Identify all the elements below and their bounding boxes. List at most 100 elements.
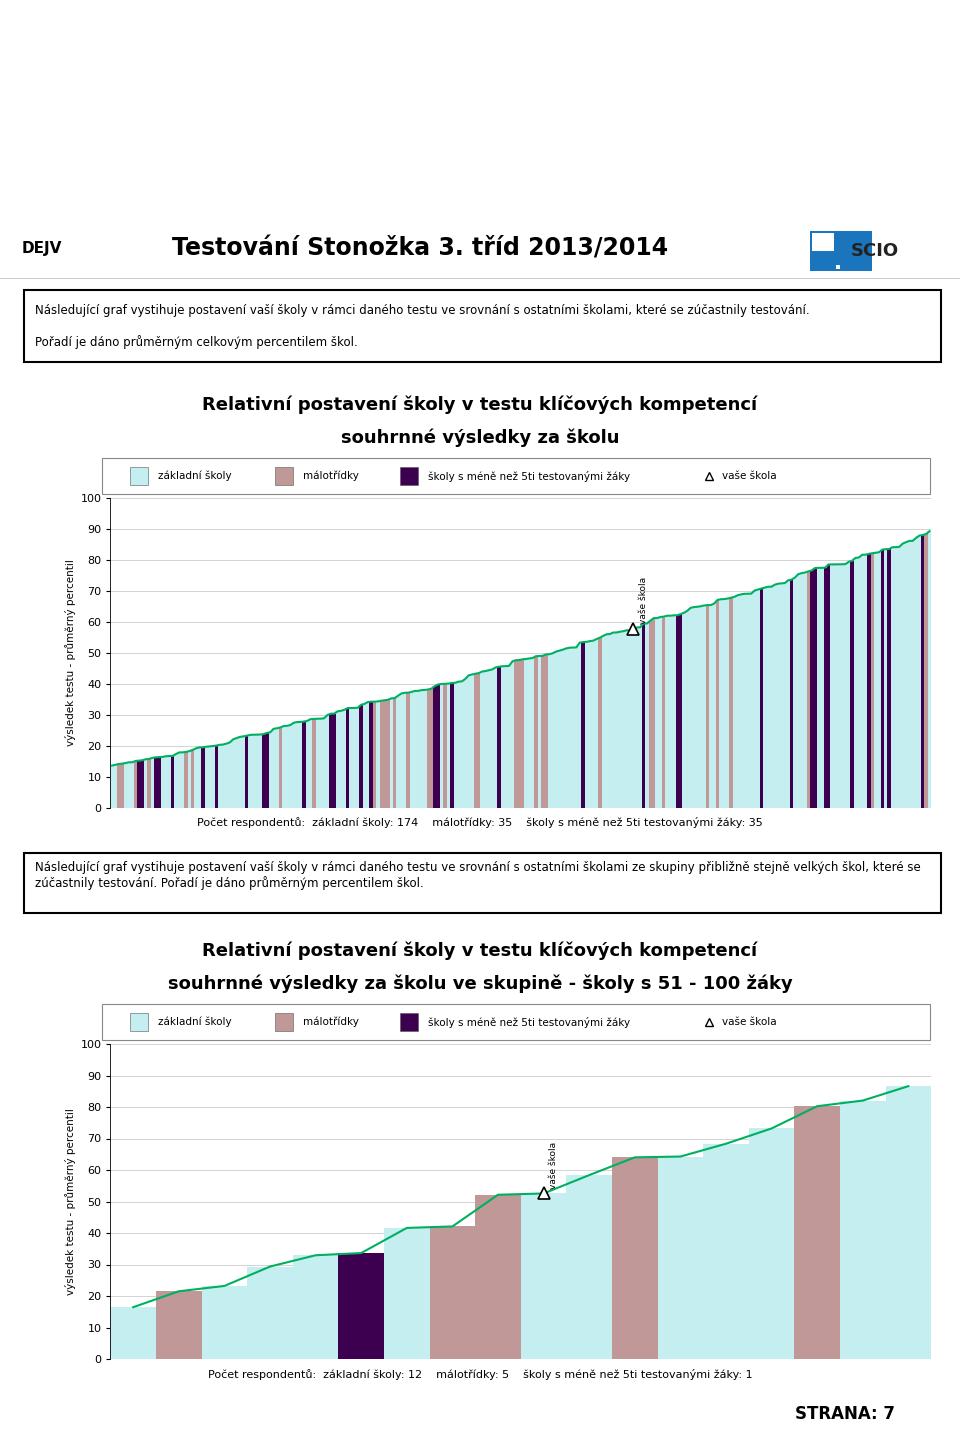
Text: Následující graf vystihuje postavení vaší školy v rámci daného testu ve srovnání: Následující graf vystihuje postavení vaš… bbox=[35, 303, 809, 316]
Bar bbox=[484, 671, 487, 809]
Bar bbox=[763, 588, 766, 809]
Bar bbox=[820, 567, 824, 809]
Bar bbox=[272, 729, 276, 809]
Bar bbox=[520, 1194, 566, 1359]
Bar bbox=[460, 682, 464, 809]
Bar bbox=[618, 631, 622, 809]
Bar bbox=[524, 658, 528, 809]
Bar bbox=[921, 534, 924, 809]
Bar bbox=[161, 757, 164, 809]
Bar bbox=[383, 700, 386, 809]
Text: Počet respondentů:  základní školy: 174    málotřídky: 35    školy s méně než 5t: Počet respondentů: základní školy: 174 m… bbox=[197, 817, 763, 829]
Bar bbox=[830, 565, 833, 809]
Bar bbox=[437, 684, 440, 809]
Bar bbox=[800, 573, 804, 809]
Bar bbox=[887, 549, 891, 809]
Bar bbox=[837, 565, 840, 809]
Text: málotřídky: málotřídky bbox=[303, 1017, 359, 1027]
Bar bbox=[399, 693, 403, 809]
Bar bbox=[658, 1157, 703, 1359]
Bar bbox=[504, 666, 507, 809]
Bar bbox=[669, 615, 672, 809]
Bar bbox=[242, 736, 245, 809]
Bar bbox=[766, 586, 770, 809]
Bar bbox=[773, 585, 777, 809]
Bar bbox=[753, 591, 756, 809]
Bar bbox=[363, 703, 366, 809]
Bar bbox=[117, 764, 121, 809]
Bar bbox=[128, 762, 131, 809]
Bar bbox=[430, 689, 433, 809]
Bar bbox=[245, 735, 249, 809]
Bar bbox=[420, 690, 423, 809]
Bar bbox=[202, 1287, 247, 1359]
Bar bbox=[396, 696, 399, 809]
Bar bbox=[417, 690, 420, 809]
Bar bbox=[137, 761, 141, 809]
Bar bbox=[723, 599, 726, 809]
Bar bbox=[235, 738, 238, 809]
Bar bbox=[497, 667, 500, 809]
Bar bbox=[844, 565, 847, 809]
Bar bbox=[278, 728, 282, 809]
Bar bbox=[730, 598, 732, 809]
Bar bbox=[794, 1106, 840, 1359]
Text: DEJV: DEJV bbox=[22, 241, 62, 257]
Bar bbox=[790, 579, 793, 809]
Bar bbox=[692, 606, 696, 809]
Bar bbox=[336, 712, 339, 809]
Bar bbox=[208, 747, 211, 809]
Bar bbox=[918, 536, 921, 809]
Bar bbox=[551, 653, 555, 809]
Bar bbox=[198, 748, 202, 809]
Bar bbox=[399, 1012, 418, 1031]
Bar bbox=[423, 690, 426, 809]
Bar bbox=[851, 560, 853, 809]
FancyBboxPatch shape bbox=[24, 290, 941, 362]
Bar bbox=[440, 684, 444, 809]
Bar bbox=[813, 567, 817, 809]
Bar bbox=[276, 1012, 294, 1031]
Bar bbox=[696, 606, 699, 809]
Text: málotřídky: málotřídky bbox=[303, 471, 359, 481]
Bar bbox=[544, 654, 548, 809]
Bar bbox=[339, 710, 343, 809]
Bar bbox=[833, 565, 837, 809]
Bar bbox=[575, 647, 578, 809]
Bar bbox=[759, 589, 763, 809]
Bar bbox=[840, 1100, 885, 1359]
Bar bbox=[699, 606, 703, 809]
Bar bbox=[612, 632, 615, 809]
Bar bbox=[629, 630, 632, 809]
Bar bbox=[924, 534, 927, 809]
Text: STRANA: 7: STRANA: 7 bbox=[795, 1405, 895, 1422]
Bar bbox=[151, 758, 155, 809]
Bar bbox=[156, 1291, 202, 1359]
Bar bbox=[817, 567, 820, 809]
Bar bbox=[338, 1253, 384, 1359]
Bar bbox=[487, 670, 491, 809]
Bar bbox=[372, 702, 376, 809]
FancyBboxPatch shape bbox=[103, 458, 929, 494]
Text: školy s méně než 5ti testovanými žáky: školy s méně než 5ti testovanými žáky bbox=[428, 1017, 630, 1028]
Text: souhrnné výsledky za školu: souhrnné výsledky za školu bbox=[341, 429, 619, 448]
Bar bbox=[907, 542, 911, 809]
Bar bbox=[446, 683, 450, 809]
FancyBboxPatch shape bbox=[103, 1004, 929, 1040]
Bar bbox=[605, 634, 609, 809]
Bar bbox=[252, 735, 255, 809]
Bar bbox=[231, 739, 235, 809]
Bar bbox=[732, 596, 736, 809]
Bar bbox=[464, 679, 467, 809]
Bar bbox=[726, 598, 730, 809]
Bar bbox=[366, 702, 370, 809]
Bar bbox=[191, 749, 195, 809]
Bar bbox=[265, 734, 269, 809]
Bar bbox=[591, 641, 595, 809]
Text: základní školy: základní školy bbox=[158, 1017, 231, 1027]
Bar bbox=[305, 721, 309, 809]
Bar bbox=[847, 562, 851, 809]
Bar bbox=[258, 735, 262, 809]
Bar bbox=[433, 686, 437, 809]
Bar bbox=[130, 1012, 148, 1031]
